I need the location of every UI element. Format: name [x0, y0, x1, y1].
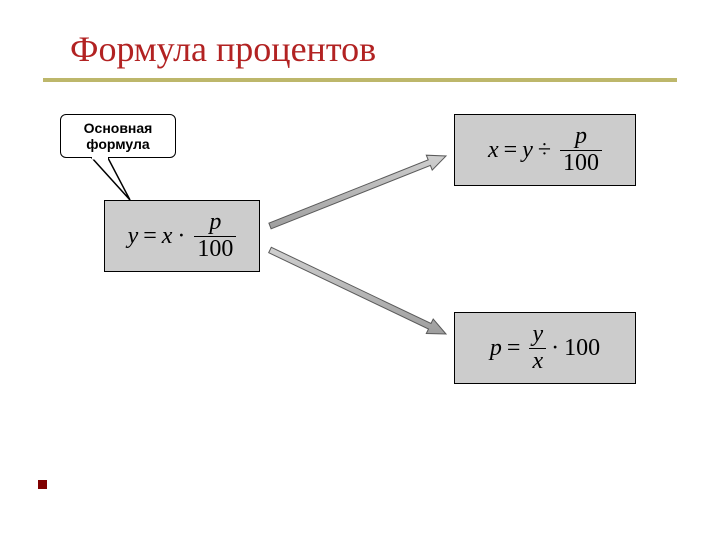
arrow-bottom-outline	[269, 247, 446, 334]
formula-bottom: p = y x · 100	[490, 322, 600, 373]
callout-text: Основная формула	[84, 120, 153, 152]
page-title: Формула процентов	[70, 30, 376, 70]
callout-main-formula: Основная формула	[60, 114, 176, 158]
formula-main: y = x · p 100	[128, 210, 237, 261]
slide: Формула процентов Основная формула y = x…	[0, 0, 720, 540]
title-underline	[43, 78, 677, 82]
arrow-top-outline	[269, 155, 446, 229]
formula-box-bottom: p = y x · 100	[454, 312, 636, 384]
formula-box-main: y = x · p 100	[104, 200, 260, 272]
arrow-bottom	[269, 247, 446, 334]
callout-tail	[92, 158, 130, 200]
footer-marker	[38, 480, 47, 489]
formula-box-top: x = y ÷ p 100	[454, 114, 636, 186]
arrow-top	[269, 155, 446, 229]
formula-top: x = y ÷ p 100	[488, 124, 602, 175]
